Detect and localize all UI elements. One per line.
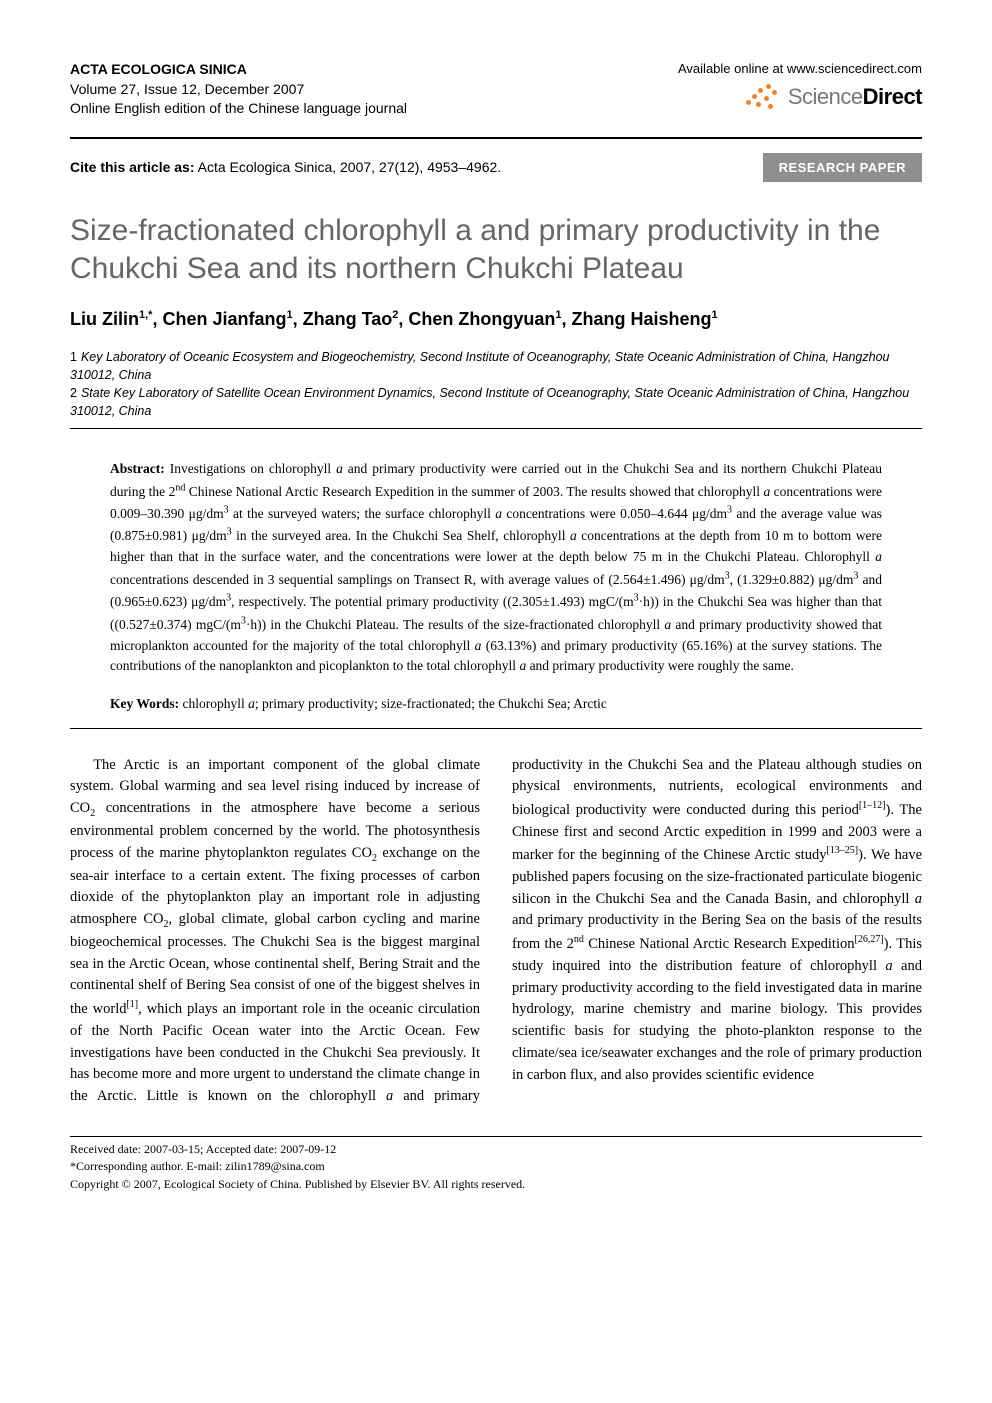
journal-title: ACTA ECOLOGICA SINICA: [70, 60, 407, 80]
divider-top: [70, 137, 922, 139]
available-online-text: Available online at www.sciencedirect.co…: [678, 60, 922, 78]
affiliation-2: 2State Key Laboratory of Satellite Ocean…: [70, 384, 922, 420]
affiliations: 1Key Laboratory of Oceanic Ecosystem and…: [70, 348, 922, 421]
sciencedirect-dots-icon: [744, 82, 780, 110]
cite-text-wrap: Cite this article as: Acta Ecologica Sin…: [70, 158, 501, 177]
journal-volume: Volume 27, Issue 12, December 2007: [70, 80, 407, 100]
sciencedirect-block: Available online at www.sciencedirect.co…: [678, 60, 922, 111]
sciencedirect-word-black: Direct: [863, 84, 922, 109]
footer-corresponding: *Corresponding author. E-mail: zilin1789…: [70, 1158, 922, 1175]
research-paper-badge: RESEARCH PAPER: [763, 153, 922, 183]
sciencedirect-wordmark: ScienceDirect: [788, 82, 922, 112]
footer-divider: [70, 1136, 922, 1137]
keywords-text: chlorophyll a; primary productivity; siz…: [183, 696, 607, 711]
keywords-label: Key Words:: [110, 696, 179, 711]
journal-block: ACTA ECOLOGICA SINICA Volume 27, Issue 1…: [70, 60, 407, 119]
abstract-text: Investigations on chlorophyll a and prim…: [110, 461, 882, 673]
authors-line: Liu Zilin1,*, Chen Jianfang1, Zhang Tao2…: [70, 307, 922, 331]
body-paragraph-1: The Arctic is an important component of …: [70, 755, 922, 1108]
header-row: ACTA ECOLOGICA SINICA Volume 27, Issue 1…: [70, 60, 922, 119]
cite-label: Cite this article as:: [70, 159, 195, 175]
body-columns: The Arctic is an important component of …: [70, 755, 922, 1108]
divider-after-affil: [70, 428, 922, 429]
footer-received: Received date: 2007-03-15; Accepted date…: [70, 1141, 922, 1158]
cite-row: Cite this article as: Acta Ecologica Sin…: [70, 153, 922, 183]
footer-block: Received date: 2007-03-15; Accepted date…: [70, 1136, 922, 1193]
article-title: Size-fractionated chlorophyll a and prim…: [70, 212, 922, 287]
abstract-label: Abstract:: [110, 461, 165, 476]
affiliation-2-text: State Key Laboratory of Satellite Ocean …: [70, 386, 909, 418]
sciencedirect-word-grey: Science: [788, 84, 863, 109]
affiliation-1: 1Key Laboratory of Oceanic Ecosystem and…: [70, 348, 922, 384]
divider-after-abstract: [70, 728, 922, 729]
footer-copyright: Copyright © 2007, Ecological Society of …: [70, 1176, 922, 1193]
cite-text: Acta Ecologica Sinica, 2007, 27(12), 495…: [195, 159, 502, 175]
affiliation-1-text: Key Laboratory of Oceanic Ecosystem and …: [70, 350, 890, 382]
journal-edition-note: Online English edition of the Chinese la…: [70, 99, 407, 119]
abstract-block: Abstract: Investigations on chlorophyll …: [110, 459, 882, 677]
sciencedirect-logo: ScienceDirect: [678, 82, 922, 112]
keywords-block: Key Words: chlorophyll a; primary produc…: [110, 695, 882, 713]
